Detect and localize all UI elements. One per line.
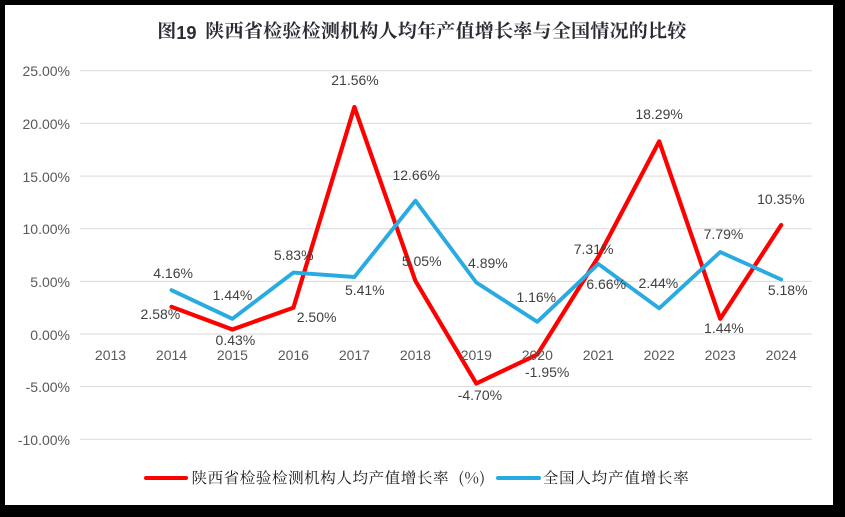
svg-text:19: 19 [176,23,196,43]
